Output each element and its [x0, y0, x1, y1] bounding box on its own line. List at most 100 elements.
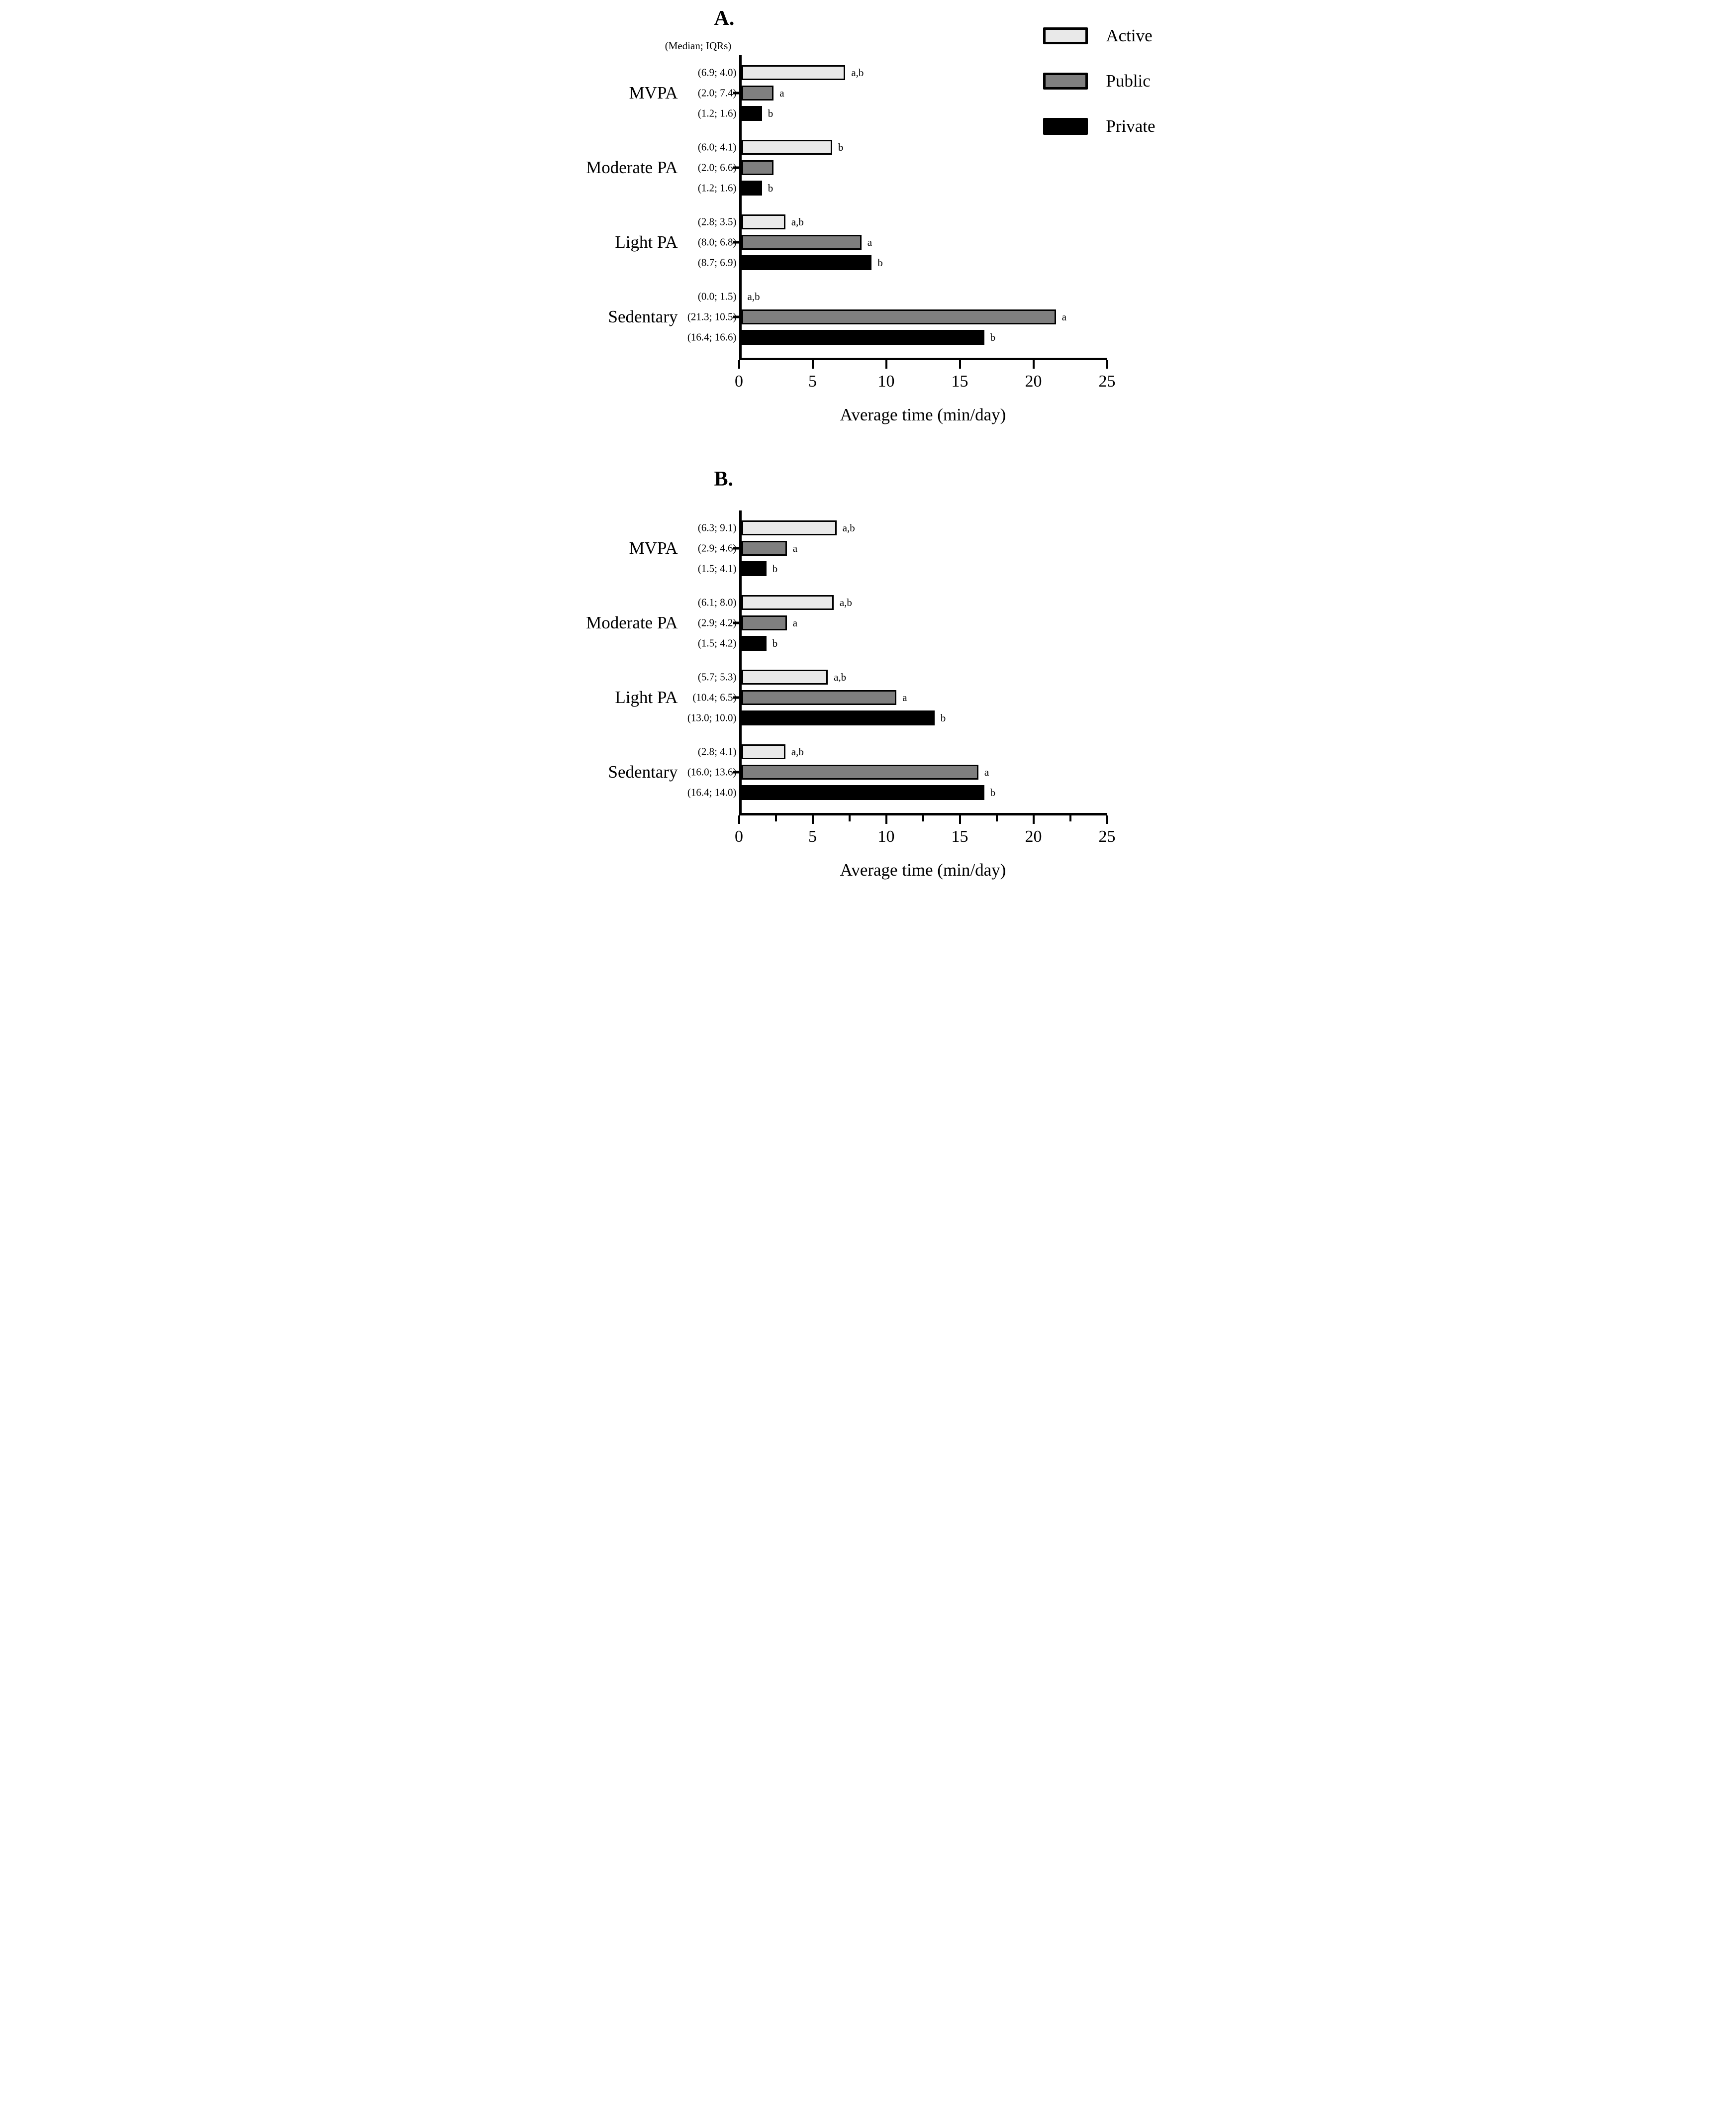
bar	[741, 615, 787, 631]
bar-group: (2.8; 3.5) a,b (8.0; 6.8) Light PA a (8.7; 6.…	[615, 214, 1107, 271]
x-axis-tick-label: 5	[808, 827, 817, 846]
bar-row: (0.0; 1.5) a,b	[698, 289, 1107, 304]
median-iqr-label: (1.2; 1.6)	[697, 182, 737, 194]
panel-a-plot-area: (6.9; 4.0) a,b (2.0; 7.4) MVPA a (1.2; 1.6) b(…	[586, 55, 1107, 361]
x-axis-tick-label: 15	[951, 827, 968, 846]
legend: Active Public Private	[1043, 26, 1156, 136]
bar	[741, 160, 774, 176]
significance-letter: b	[838, 141, 844, 153]
bar-row: (16.4; 16.6) b	[687, 330, 1107, 345]
category-label: Light PA	[615, 688, 678, 707]
bar	[741, 214, 785, 230]
x-axis-major-tick	[1032, 360, 1035, 369]
x-axis-major-tick	[959, 360, 961, 369]
median-iqr-label: (1.2; 1.6)	[697, 107, 737, 119]
significance-letter: b	[877, 256, 883, 269]
median-iqr-label: (6.3; 9.1)	[697, 521, 737, 534]
bar-row: (2.9; 4.2) Moderate PA a	[586, 613, 1107, 632]
x-axis-major-tick	[959, 815, 961, 824]
category-tick	[733, 92, 740, 95]
panel-a-x-axis-title: Average time (min/day)	[840, 405, 1006, 425]
legend-label: Active	[1106, 26, 1153, 45]
bar-group: (0.0; 1.5) a,b (21.3; 10.5) Sedentary a (16.4…	[608, 289, 1107, 345]
x-axis-major-tick	[885, 360, 887, 369]
bar-row: (2.9; 4.6) MVPA a	[629, 538, 1107, 558]
category-tick	[733, 315, 740, 318]
median-iqr-label: (2.8; 4.1)	[697, 745, 737, 758]
median-iqr-label: (6.0; 4.1)	[697, 141, 737, 153]
x-axis-major-tick	[1106, 360, 1108, 369]
category-label: Sedentary	[608, 762, 678, 782]
bar	[741, 309, 1056, 325]
bar-row: (5.7; 5.3) a,b	[698, 670, 1107, 685]
bar-row: (13.0; 10.0) b	[687, 710, 1107, 726]
bar-row: (6.3; 9.1) a,b	[698, 520, 1107, 536]
x-axis-minor-tick	[922, 815, 924, 822]
panel-b-title: B.	[714, 468, 734, 491]
bar-row: (2.0; 6.6) Moderate PA	[586, 158, 1107, 177]
legend-item: Private	[1043, 116, 1156, 136]
significance-letter: a,b	[791, 215, 804, 228]
bar	[741, 65, 846, 81]
bar-group: (6.9; 4.0) a,b (2.0; 7.4) MVPA a (1.2; 1.6) b	[629, 65, 1107, 121]
significance-letter: b	[940, 711, 946, 724]
median-iqr-label: (8.0; 6.8)	[697, 236, 737, 248]
bar	[741, 670, 828, 685]
category-tick	[733, 771, 740, 774]
bar-group: (2.8; 4.1) a,b (16.0; 13.6) Sedentary a (16.4…	[608, 744, 1107, 801]
legend-swatch-public	[1043, 72, 1088, 90]
significance-letter: b	[772, 562, 778, 575]
median-iqr-label: (2.9; 4.2)	[697, 616, 737, 629]
median-iqr-label: (1.5; 4.1)	[697, 562, 737, 575]
significance-letter: a,b	[834, 671, 847, 683]
panel-b-plot-area: (6.3; 9.1) a,b (2.9; 4.6) MVPA a (1.5; 4.1) b(…	[586, 510, 1107, 816]
significance-letter: a	[792, 616, 798, 629]
bar-row: (2.0; 7.4) MVPA a	[629, 83, 1107, 102]
bar	[741, 690, 897, 706]
bar-row: (6.9; 4.0) a,b	[698, 65, 1107, 81]
category-label: MVPA	[629, 538, 678, 558]
bar	[741, 86, 774, 101]
bar-row: (2.8; 3.5) a,b	[698, 214, 1107, 230]
x-axis-minor-tick	[1069, 815, 1071, 822]
median-iqr-label: (21.3; 10.5)	[687, 310, 737, 323]
x-axis-tick-label: 10	[877, 372, 895, 391]
panel-b-x-tick-labels: 0 5 10 15 20 25	[735, 827, 1116, 852]
significance-letter: a	[792, 542, 798, 554]
legend-swatch-active	[1043, 27, 1088, 44]
legend-swatch-private	[1043, 117, 1088, 135]
bar	[741, 744, 785, 760]
significance-letter: b	[768, 182, 773, 194]
x-axis-tick-label: 25	[1098, 372, 1116, 391]
x-axis-major-tick	[738, 815, 740, 824]
bar	[741, 520, 837, 536]
bar	[741, 181, 762, 196]
x-axis-tick-label: 10	[877, 827, 895, 846]
category-label: MVPA	[629, 83, 678, 103]
median-iqr-label: (16.4; 14.0)	[687, 786, 737, 799]
x-axis-major-tick	[885, 815, 887, 824]
x-axis-tick-label: 25	[1098, 827, 1116, 846]
bar-row: (6.1; 8.0) a,b	[698, 595, 1107, 610]
category-tick	[733, 241, 740, 244]
significance-letter: a,b	[791, 745, 804, 758]
median-iqr-label: (2.9; 4.6)	[697, 542, 737, 554]
legend-label: Private	[1106, 116, 1156, 136]
median-iqr-label: (16.4; 16.6)	[687, 331, 737, 343]
significance-letter: b	[990, 331, 996, 343]
median-iqr-label: (2.0; 6.6)	[697, 161, 737, 174]
x-axis-tick-label: 0	[735, 372, 743, 391]
median-iqr-label: (2.0; 7.4)	[697, 87, 737, 99]
bar	[741, 595, 834, 610]
bar-row: (1.2; 1.6) b	[698, 181, 1107, 196]
median-iqr-label: (6.1; 8.0)	[697, 596, 737, 608]
panel-a-x-tick-labels: 0 5 10 15 20 25	[735, 372, 1116, 397]
panel-gap	[579, 425, 1157, 468]
panel-b-spacer	[579, 491, 1157, 510]
figure-page: A. (Median; IQRs) (6.9; 4.0) a,b (2.0; 7.4…	[579, 0, 1157, 901]
category-label: Light PA	[615, 232, 678, 252]
bar-row: (1.5; 4.1) b	[698, 561, 1107, 577]
x-axis-major-tick	[811, 360, 814, 369]
median-iqr-label: (0.0; 1.5)	[697, 290, 737, 303]
median-iqr-label: (10.4; 6.5)	[692, 691, 737, 704]
